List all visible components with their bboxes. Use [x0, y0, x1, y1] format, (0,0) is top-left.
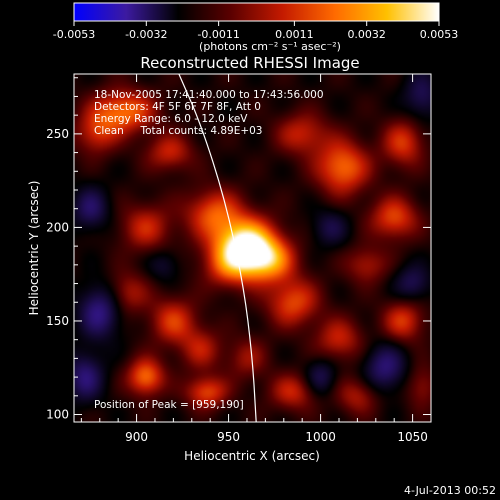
colorbar-tick-label: -0.0011 — [197, 28, 239, 41]
colorbar-tick-label: -0.0053 — [53, 28, 95, 41]
colorbar: -0.0053 -0.0032 -0.0011 0.0011 0.0032 0.0053 … — [53, 2, 458, 53]
x-tick-label: 1000 — [305, 430, 336, 444]
colorbar-gradient — [73, 2, 440, 22]
colorbar-unit-label: (photons cm⁻² s⁻¹ asec⁻²) — [199, 40, 341, 53]
y-tick-label: 250 — [46, 127, 69, 141]
y-tick-label: 150 — [46, 314, 69, 328]
info-time-range: 18-Nov-2005 17:41:40.000 to 17:43:56.000 — [94, 89, 324, 101]
info-detectors: Detectors: 4F 5F 6F 7F 8F, Att 0 — [94, 101, 261, 113]
chart-title: Reconstructed RHESSI Image — [140, 54, 359, 72]
x-tick-label: 950 — [217, 430, 240, 444]
render-timestamp: 4-Jul-2013 00:52 — [404, 484, 496, 497]
observation-info: 18-Nov-2005 17:41:40.000 to 17:43:56.000… — [94, 89, 324, 137]
y-axis-label: Heliocentric Y (arcsec) — [27, 181, 41, 316]
x-axis: 900 950 1000 1050 — [80, 74, 432, 444]
x-tick-label: 900 — [125, 430, 148, 444]
plot-frame — [73, 73, 432, 423]
y-tick-label: 100 — [46, 408, 69, 422]
colorbar-tick-label: -0.0032 — [125, 28, 167, 41]
solar-limb-line — [178, 74, 257, 422]
colorbar-tick-label: 0.0011 — [275, 28, 314, 41]
colorbar-tick-label: 0.0053 — [420, 28, 459, 41]
x-tick-label: 1050 — [397, 430, 428, 444]
colorbar-tick-label: 0.0032 — [347, 28, 386, 41]
x-axis-label: Heliocentric X (arcsec) — [184, 449, 320, 463]
y-tick-label: 200 — [46, 220, 69, 234]
colorbar-ticks: -0.0053 -0.0032 -0.0011 0.0011 0.0032 0.0053 — [53, 21, 458, 41]
peak-position-label: Position of Peak = [959,190] — [94, 399, 244, 411]
info-clean-counts: Clean Total counts: 4.89E+03 — [94, 125, 263, 137]
info-energy-range: Energy Range: 6.0 - 12.0 keV — [94, 113, 248, 125]
y-axis: 100 150 200 250 — [46, 77, 431, 422]
